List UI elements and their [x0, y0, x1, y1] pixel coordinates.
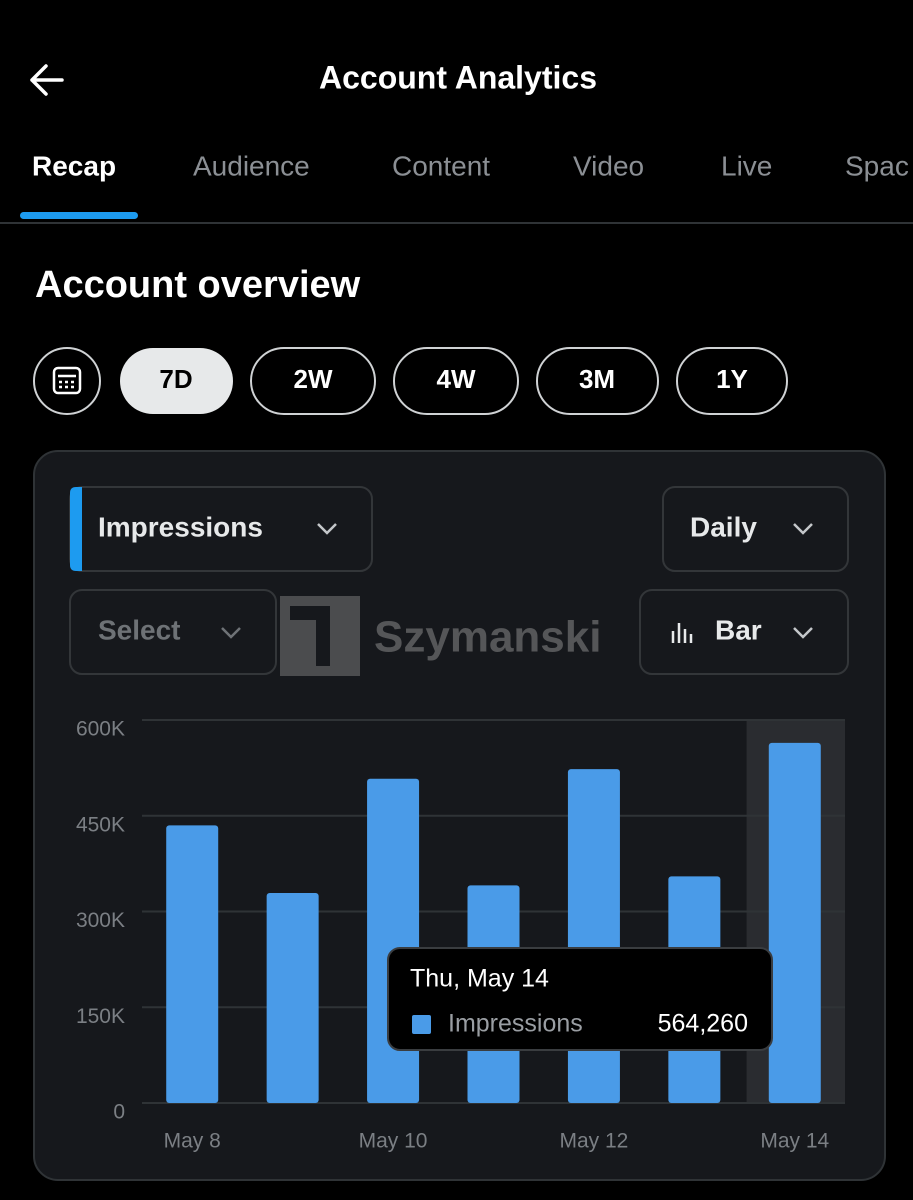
- interval-dropdown[interactable]: [662, 486, 849, 572]
- range-button[interactable]: [120, 348, 233, 414]
- y-tick-label: 450K: [76, 813, 125, 836]
- style-dropdown[interactable]: [639, 589, 849, 675]
- y-tick-label: 150K: [76, 1005, 125, 1028]
- compare-label: Select: [98, 614, 181, 645]
- back-button[interactable]: [30, 64, 64, 96]
- bar: [768, 742, 821, 1103]
- calendar-icon: [52, 366, 82, 395]
- chevron: [793, 627, 813, 639]
- tab[interactable]: Video: [573, 150, 644, 181]
- page-title: Account Analytics: [319, 59, 597, 95]
- tab[interactable]: Content: [392, 150, 490, 181]
- interval-label: Daily: [690, 511, 757, 542]
- tab[interactable]: Recap: [32, 150, 116, 181]
- range-button[interactable]: [536, 347, 659, 415]
- tooltip-box: [387, 947, 773, 1051]
- range-button[interactable]: [393, 347, 519, 415]
- bar-icon: [671, 623, 693, 643]
- metric-label: Impressions: [98, 511, 263, 542]
- range-button[interactable]: [676, 347, 788, 415]
- range-label: 1Y: [716, 364, 748, 394]
- calendar-button[interactable]: [33, 347, 101, 415]
- bar: [567, 769, 620, 1103]
- tab[interactable]: Spac: [845, 150, 909, 181]
- y-tick-label: 0: [113, 1101, 125, 1124]
- watermark: Szymanski: [280, 596, 601, 676]
- tooltip-value: 564,260: [658, 1010, 748, 1038]
- section-title: Account overview: [35, 264, 361, 306]
- tab[interactable]: Audience: [193, 150, 310, 181]
- range-label: 3M: [579, 364, 615, 394]
- x-tick-label: May 14: [760, 1130, 829, 1153]
- tooltip: Thu, May 14 Impressions 564,260: [387, 947, 773, 1051]
- range-label: 2W: [294, 364, 333, 394]
- compare-dropdown[interactable]: [69, 589, 277, 675]
- range-label: 4W: [437, 364, 476, 394]
- chevron: [221, 627, 241, 639]
- range-label: 7D: [159, 364, 192, 394]
- style-label: Bar: [715, 614, 762, 645]
- watermark-text: Szymanski: [374, 613, 601, 662]
- x-tick-label: May 8: [164, 1130, 221, 1153]
- tab-indicator: [20, 212, 138, 219]
- tooltip-swatch: [412, 1015, 431, 1034]
- bar: [266, 892, 319, 1103]
- metric-stripe: [70, 487, 82, 571]
- y-tick-label: 300K: [76, 909, 125, 932]
- tooltip-series: Impressions: [448, 1010, 583, 1038]
- tab[interactable]: Live: [721, 150, 772, 181]
- calendar-icon: [58, 374, 76, 389]
- plot: 0 150K 300K 450K 600K May 8 May 10 May 12 May 14…: [76, 718, 845, 1153]
- chevron: [793, 523, 813, 535]
- watermark-logo: [290, 606, 330, 666]
- x-tick-label: May 12: [559, 1130, 628, 1153]
- bar: [367, 778, 420, 1103]
- chevron: [317, 523, 337, 535]
- tooltip-title: Thu, May 14: [410, 965, 549, 993]
- x-tick-label: May 10: [359, 1130, 428, 1153]
- bar: [166, 825, 219, 1103]
- range-button[interactable]: [250, 347, 376, 415]
- y-tick-label: 600K: [76, 718, 125, 741]
